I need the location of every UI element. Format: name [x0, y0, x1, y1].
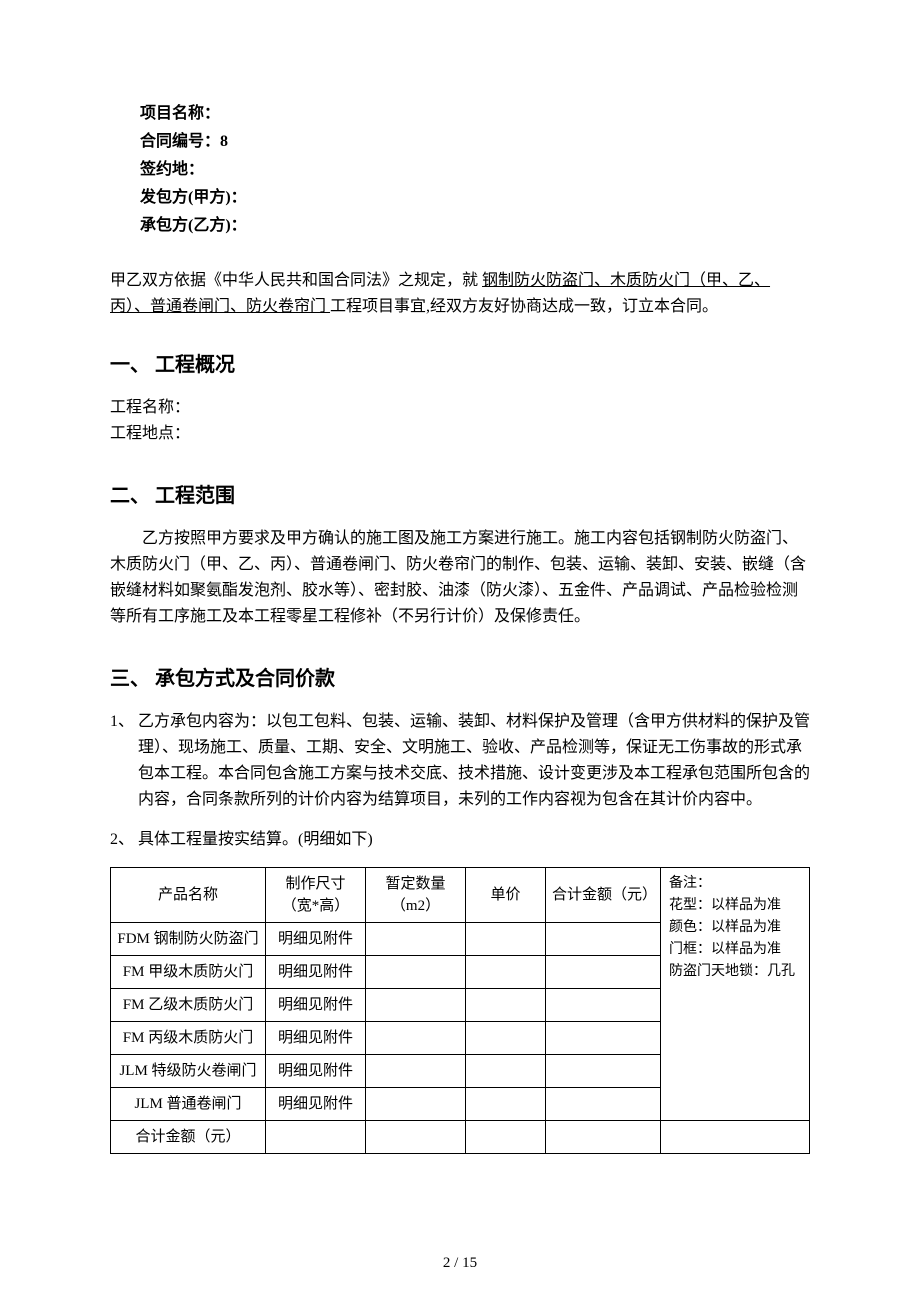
contract-no-label: 合同编号：8: [140, 128, 810, 156]
cell-size: 明细见附件: [266, 1055, 366, 1088]
notes-line4: 防盗门天地锁：几孔: [669, 964, 795, 979]
page-number: 2 / 15: [0, 1255, 920, 1272]
party-a-label: 发包方(甲方)：: [140, 184, 810, 212]
footer-label: 合计金额（元）: [111, 1121, 266, 1154]
cell-qty: [366, 1055, 466, 1088]
cell-total: [546, 1022, 661, 1055]
cell-price: [466, 989, 546, 1022]
th-size: 制作尺寸（宽*高）: [266, 868, 366, 923]
section1-heading: 一、 工程概况: [110, 348, 810, 377]
party-b-label: 承包方(乙方)：: [140, 212, 810, 240]
intro-suffix: 工程项目事宜,经双方友好协商达成一致，订立本合同。: [330, 298, 718, 315]
cell-name: FM 丙级木质防火门: [111, 1022, 266, 1055]
cell-price: [466, 923, 546, 956]
section3-item1: 1、 乙方承包内容为：以包工包料、包装、运输、装卸、材料保护及管理（含甲方供材料…: [110, 709, 810, 813]
intro-prefix: 甲乙双方依据《中华人民共和国合同法》之规定，就: [110, 272, 482, 289]
section2-body: 乙方按照甲方要求及甲方确认的施工图及施工方案进行施工。施工内容包括钢制防火防盗门…: [110, 526, 810, 630]
cell-qty: [366, 923, 466, 956]
cell-size: 明细见附件: [266, 989, 366, 1022]
project-name-line: 工程名称：: [110, 395, 810, 421]
cell-qty: [366, 1088, 466, 1121]
notes-line1: 花型：以样品为准: [669, 898, 781, 913]
section3-heading: 三、 承包方式及合同价款: [110, 662, 810, 691]
cell-size: 明细见附件: [266, 1088, 366, 1121]
table-footer-row: 合计金额（元）: [111, 1121, 810, 1154]
cell-size: 明细见附件: [266, 956, 366, 989]
cell-name: FM 甲级木质防火门: [111, 956, 266, 989]
project-name-label: 项目名称：: [140, 100, 810, 128]
project-place-line: 工程地点：: [110, 421, 810, 447]
cell-name: JLM 普通卷闸门: [111, 1088, 266, 1121]
pricing-table-container: 产品名称 制作尺寸（宽*高） 暂定数量（m2） 单价 合计金额（元） 备注： 花…: [110, 867, 810, 1154]
notes-line3: 门框：以样品为准: [669, 942, 781, 957]
cell-size: 明细见附件: [266, 923, 366, 956]
cell-price: [466, 1055, 546, 1088]
cell-total: [546, 923, 661, 956]
cell-qty: [366, 1022, 466, 1055]
table-header-row: 产品名称 制作尺寸（宽*高） 暂定数量（m2） 单价 合计金额（元） 备注： 花…: [111, 868, 810, 923]
footer-cell: [546, 1121, 661, 1154]
cell-name: FM 乙级木质防火门: [111, 989, 266, 1022]
cell-qty: [366, 956, 466, 989]
cell-size: 明细见附件: [266, 1022, 366, 1055]
th-price: 单价: [466, 868, 546, 923]
section2-heading: 二、 工程范围: [110, 479, 810, 508]
cell-total: [546, 956, 661, 989]
cell-price: [466, 1088, 546, 1121]
sign-place-label: 签约地：: [140, 156, 810, 184]
footer-cell: [466, 1121, 546, 1154]
footer-cell: [661, 1121, 810, 1154]
footer-cell: [366, 1121, 466, 1154]
notes-line2: 颜色：以样品为准: [669, 920, 781, 935]
intro-paragraph: 甲乙双方依据《中华人民共和国合同法》之规定，就 钢制防火防盗门、木质防火门（甲、…: [110, 268, 810, 320]
cell-total: [546, 989, 661, 1022]
cell-price: [466, 1022, 546, 1055]
section1-body: 工程名称： 工程地点：: [110, 395, 810, 447]
th-name: 产品名称: [111, 868, 266, 923]
cell-total: [546, 1088, 661, 1121]
notes-label: 备注：: [669, 876, 711, 891]
pricing-table: 产品名称 制作尺寸（宽*高） 暂定数量（m2） 单价 合计金额（元） 备注： 花…: [110, 867, 810, 1154]
cell-qty: [366, 989, 466, 1022]
document-header: 项目名称： 合同编号：8 签约地： 发包方(甲方)： 承包方(乙方)：: [140, 100, 810, 240]
cell-name: JLM 特级防火卷闸门: [111, 1055, 266, 1088]
cell-price: [466, 956, 546, 989]
th-total: 合计金额（元）: [546, 868, 661, 923]
th-qty: 暂定数量（m2）: [366, 868, 466, 923]
notes-cell: 备注： 花型：以样品为准 颜色：以样品为准 门框：以样品为准 防盗门天地锁：几孔: [661, 868, 810, 1121]
footer-cell: [266, 1121, 366, 1154]
cell-name: FDM 钢制防火防盗门: [111, 923, 266, 956]
cell-total: [546, 1055, 661, 1088]
section3-item2: 2、 具体工程量按实结算。(明细如下): [110, 827, 810, 853]
